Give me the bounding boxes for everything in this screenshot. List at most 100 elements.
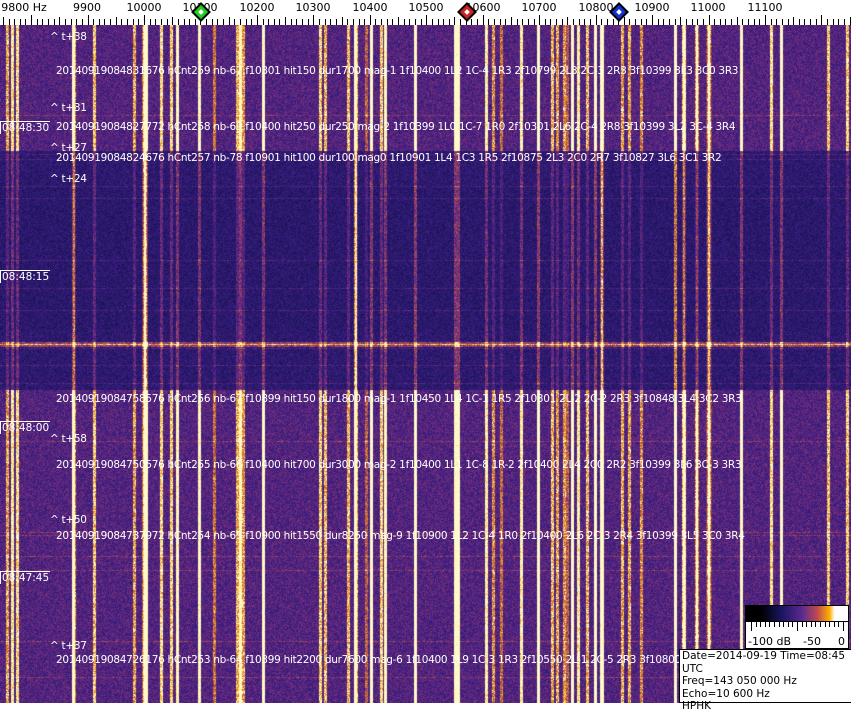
axis-tick <box>217 19 218 25</box>
axis-tick <box>793 17 794 25</box>
tick-label: 10500 <box>408 1 444 14</box>
colorbar-tick <box>769 622 771 627</box>
axis-tick <box>212 19 213 25</box>
axis-tick <box>31 15 32 25</box>
axis-tick <box>663 19 664 25</box>
axis-tick <box>133 19 134 25</box>
axis-tick <box>782 19 783 25</box>
frequency-axis: 9800 Hz 9900 10000 10100 10200 10300 104… <box>0 0 851 25</box>
axis-tick <box>742 19 743 25</box>
detection-line: 20140919084737972 hCnt254 nb-65 f10900 h… <box>56 530 745 542</box>
colorbar-tick <box>797 622 798 631</box>
axis-tick <box>522 19 523 25</box>
axis-tick <box>635 19 636 25</box>
axis-tick <box>460 19 461 25</box>
axis-tick <box>584 19 585 25</box>
axis-tick <box>692 19 693 25</box>
tick-label: 11000 <box>690 1 726 14</box>
tick-label: 10800 <box>578 1 614 14</box>
axis-tick <box>150 19 151 25</box>
axis-tick <box>505 19 506 25</box>
axis-tick <box>71 19 72 25</box>
axis-tick <box>652 15 653 25</box>
axis-tick <box>161 19 162 25</box>
echo-frequency: Echo=10 600 Hz <box>682 687 770 700</box>
colorbar-tick <box>783 622 785 627</box>
axis-tick <box>155 19 156 25</box>
axis-tick <box>381 19 382 25</box>
axis-tick <box>285 17 286 25</box>
axis-tick <box>613 19 614 25</box>
axis-tick <box>528 19 529 25</box>
axis-unit-label: 9800 Hz <box>1 1 47 14</box>
tick-label: 10200 <box>239 1 275 14</box>
colorbar-tick <box>760 622 762 627</box>
axis-tick <box>816 19 817 25</box>
axis-tick <box>138 19 139 25</box>
axis-tick <box>25 19 26 25</box>
axis-tick <box>737 17 738 25</box>
axis-tick <box>810 19 811 25</box>
axis-tick <box>562 19 563 25</box>
axis-tick <box>110 19 111 25</box>
detection-line: 20140919084750576 hCnt255 nb-66 f10400 h… <box>56 459 742 471</box>
colorbar-tick <box>764 622 766 627</box>
axis-tick <box>313 15 314 25</box>
colorbar-tick <box>824 622 826 627</box>
colorbar-tick <box>833 622 835 627</box>
axis-tick <box>37 19 38 25</box>
axis-tick <box>432 19 433 25</box>
axis-tick <box>675 19 676 25</box>
colorbar-label: -50 <box>803 635 821 648</box>
colorbar-tick <box>778 622 780 627</box>
axis-tick <box>483 15 484 25</box>
axis-tick <box>596 15 597 25</box>
axis-tick <box>342 17 343 25</box>
frequency: Freq=143 050 000 Hz <box>682 675 797 687</box>
axis-tick <box>517 19 518 25</box>
colorbar-tick <box>829 622 831 627</box>
colorbar-tick <box>787 622 789 627</box>
axis-tick <box>20 19 21 25</box>
axis-tick <box>296 19 297 25</box>
axis-tick <box>567 17 568 25</box>
tick-label: 9900 <box>73 1 101 14</box>
info-box: Date=2014-09-19 Time=08:45 UTC Freq=143 … <box>679 649 851 712</box>
axis-tick <box>466 19 467 25</box>
colorbar-tick <box>806 622 808 627</box>
axis-tick <box>680 17 681 25</box>
axis-tick <box>279 19 280 25</box>
axis-tick <box>274 19 275 25</box>
axis-tick <box>330 19 331 25</box>
detection-line: 20140919084831676 hCnt259 nb-67 f10301 h… <box>56 65 739 77</box>
colorbar-tick <box>843 622 844 631</box>
axis-tick <box>618 19 619 25</box>
axis-tick <box>471 19 472 25</box>
offset-label: ^ t+27 <box>50 142 87 154</box>
axis-tick <box>263 19 264 25</box>
detection-line: 20140919084758576 hCnt256 nb-67 f10899 h… <box>56 393 742 405</box>
axis-tick <box>759 19 760 25</box>
tick-label: 11100 <box>747 1 783 14</box>
colorbar-tick <box>801 622 803 627</box>
axis-tick <box>359 19 360 25</box>
axis-tick <box>99 19 100 25</box>
offset-label: ^ t+24 <box>50 173 87 185</box>
axis-tick <box>669 19 670 25</box>
axis-tick <box>720 19 721 25</box>
axis-tick <box>534 19 535 25</box>
color-scale-legend: -100 dB -50 0 <box>745 605 849 649</box>
offset-label: ^ t+37 <box>50 640 87 652</box>
axis-tick <box>116 17 117 25</box>
axis-tick <box>336 19 337 25</box>
axis-tick <box>319 19 320 25</box>
axis-tick <box>573 19 574 25</box>
axis-tick <box>189 19 190 25</box>
time-label: 08:47:45 <box>0 571 51 584</box>
colorbar-tick <box>774 622 775 627</box>
axis-tick <box>54 19 55 25</box>
axis-tick <box>500 19 501 25</box>
axis-tick <box>172 17 173 25</box>
axis-tick <box>844 19 845 25</box>
axis-tick <box>229 17 230 25</box>
